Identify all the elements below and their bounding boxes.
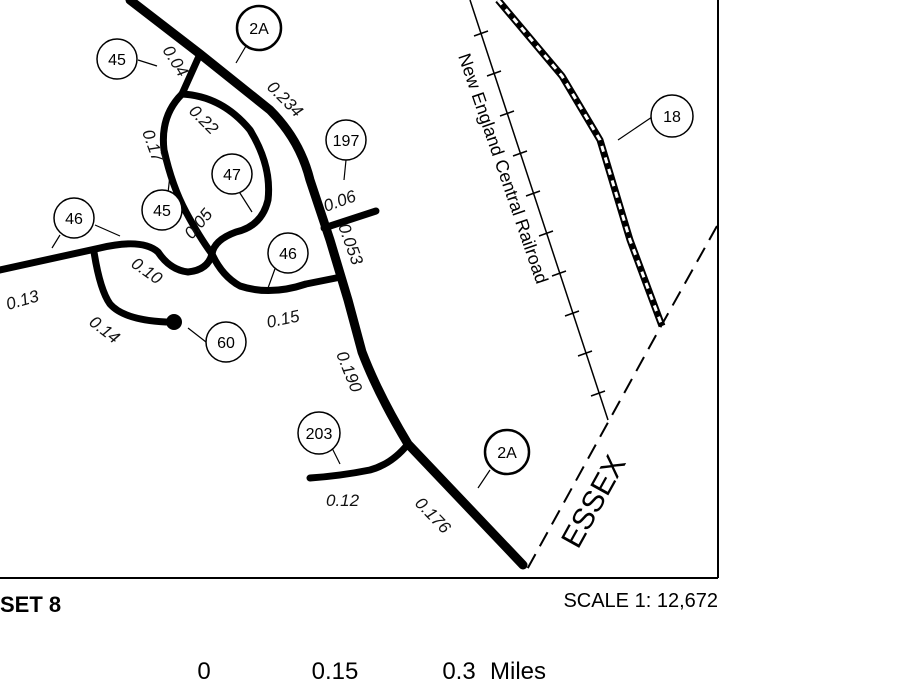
leader-lines bbox=[51, 45, 653, 489]
road-45-north bbox=[178, 50, 204, 98]
seg-0-14: 0.14 bbox=[86, 312, 124, 347]
shield-197: 197 bbox=[333, 133, 360, 150]
local-roads bbox=[0, 50, 412, 482]
shield-203: 203 bbox=[306, 426, 333, 443]
shield-2a-bottom: 2A bbox=[497, 445, 517, 462]
railroad-line bbox=[469, 0, 609, 421]
road-60-terminus bbox=[166, 314, 182, 330]
seg-0-176: 0.176 bbox=[411, 494, 455, 538]
seg-0-12: 0.12 bbox=[326, 491, 360, 510]
route-18-line bbox=[495, 0, 666, 328]
shield-47: 47 bbox=[223, 167, 241, 184]
road-45-loop bbox=[0, 90, 273, 276]
scale-bar: 0 0.15 0.3 Miles bbox=[197, 658, 546, 685]
road-47-west bbox=[159, 90, 216, 258]
scale-bar-tick-2: 0.3 bbox=[442, 658, 475, 685]
road-60 bbox=[90, 248, 180, 326]
town-boundary bbox=[523, 225, 718, 576]
road-197 bbox=[320, 207, 380, 232]
road-46-south bbox=[208, 250, 340, 295]
railroad-label: New England Central Railroad bbox=[454, 51, 552, 286]
shield-18: 18 bbox=[663, 109, 681, 126]
scale-bar-unit: Miles bbox=[490, 658, 546, 685]
seg-0-15: 0.15 bbox=[265, 306, 302, 332]
scale-bar-tick-1: 0.15 bbox=[312, 658, 359, 685]
shield-45-mid: 45 bbox=[153, 203, 171, 220]
shield-45-top: 45 bbox=[108, 52, 126, 69]
seg-0-13: 0.13 bbox=[4, 286, 42, 314]
shield-46-left: 46 bbox=[65, 211, 83, 228]
road-203 bbox=[306, 440, 412, 482]
route-2a-road bbox=[125, 0, 528, 570]
seg-0-22: 0.22 bbox=[185, 101, 222, 138]
shield-46-mid: 46 bbox=[279, 246, 297, 263]
inset-label: SET 8 bbox=[0, 592, 61, 617]
scale-bar-tick-0: 0 bbox=[197, 658, 210, 685]
town-label-essex: ESSEX bbox=[555, 450, 632, 554]
shield-60: 60 bbox=[217, 335, 235, 352]
seg-0-06: 0.06 bbox=[321, 186, 359, 215]
route-shields: 2A 45 197 18 47 45 46 46 60 203 2A bbox=[53, 4, 694, 476]
map-frame bbox=[0, 0, 719, 579]
scale-text: SCALE 1: 12,672 bbox=[563, 590, 718, 612]
shield-2a-top: 2A bbox=[249, 21, 269, 38]
